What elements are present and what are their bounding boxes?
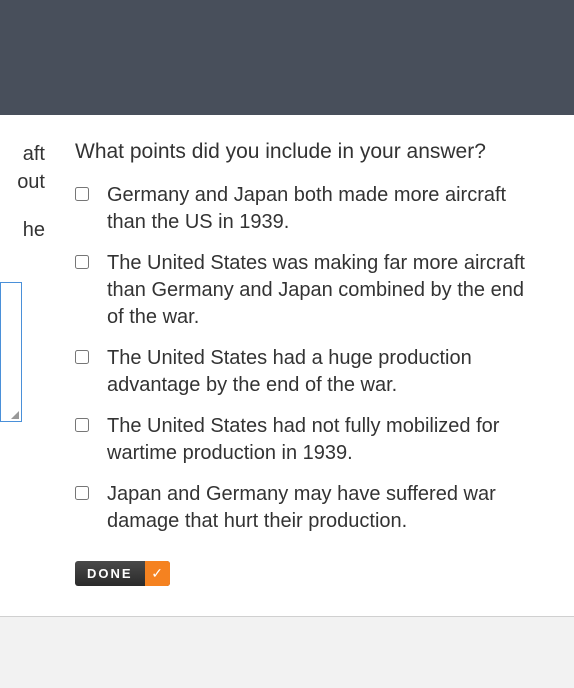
checklist-panel: What points did you include in your answ…: [75, 140, 559, 586]
answer-textarea[interactable]: [0, 282, 22, 422]
content-area: aft out he What points did you include i…: [0, 115, 574, 616]
checklist-item: The United States was making far more ai…: [75, 250, 544, 331]
checklist-item: The United States had a huge production …: [75, 345, 544, 399]
done-button[interactable]: DONE ✓: [75, 561, 170, 586]
checkbox-item-3[interactable]: [75, 350, 89, 364]
question-title: What points did you include in your answ…: [75, 140, 544, 164]
left-text-fragment-1: aft out: [0, 140, 45, 196]
checklist-item: Japan and Germany may have suffered war …: [75, 481, 544, 535]
left-panel: aft out he: [0, 140, 45, 586]
page-header: [0, 0, 574, 115]
checkmark-icon: ✓: [145, 561, 170, 586]
checklist-item-text: The United States had a huge production …: [107, 345, 544, 399]
checkbox-item-4[interactable]: [75, 418, 89, 432]
checklist-item-text: The United States was making far more ai…: [107, 250, 544, 331]
checkbox-item-2[interactable]: [75, 255, 89, 269]
checklist-item-text: Japan and Germany may have suffered war …: [107, 481, 544, 535]
checklist-item: The United States had not fully mobilize…: [75, 413, 544, 467]
checklist: Germany and Japan both made more aircraf…: [75, 182, 544, 535]
left-text-fragment-2: he: [0, 216, 45, 244]
checklist-item-text: Germany and Japan both made more aircraf…: [107, 182, 544, 236]
resize-handle-icon[interactable]: [9, 409, 19, 419]
done-button-label: DONE: [75, 566, 145, 581]
checkbox-item-5[interactable]: [75, 486, 89, 500]
page-footer: [0, 616, 574, 688]
checklist-item: Germany and Japan both made more aircraf…: [75, 182, 544, 236]
checklist-item-text: The United States had not fully mobilize…: [107, 413, 544, 467]
checkbox-item-1[interactable]: [75, 187, 89, 201]
